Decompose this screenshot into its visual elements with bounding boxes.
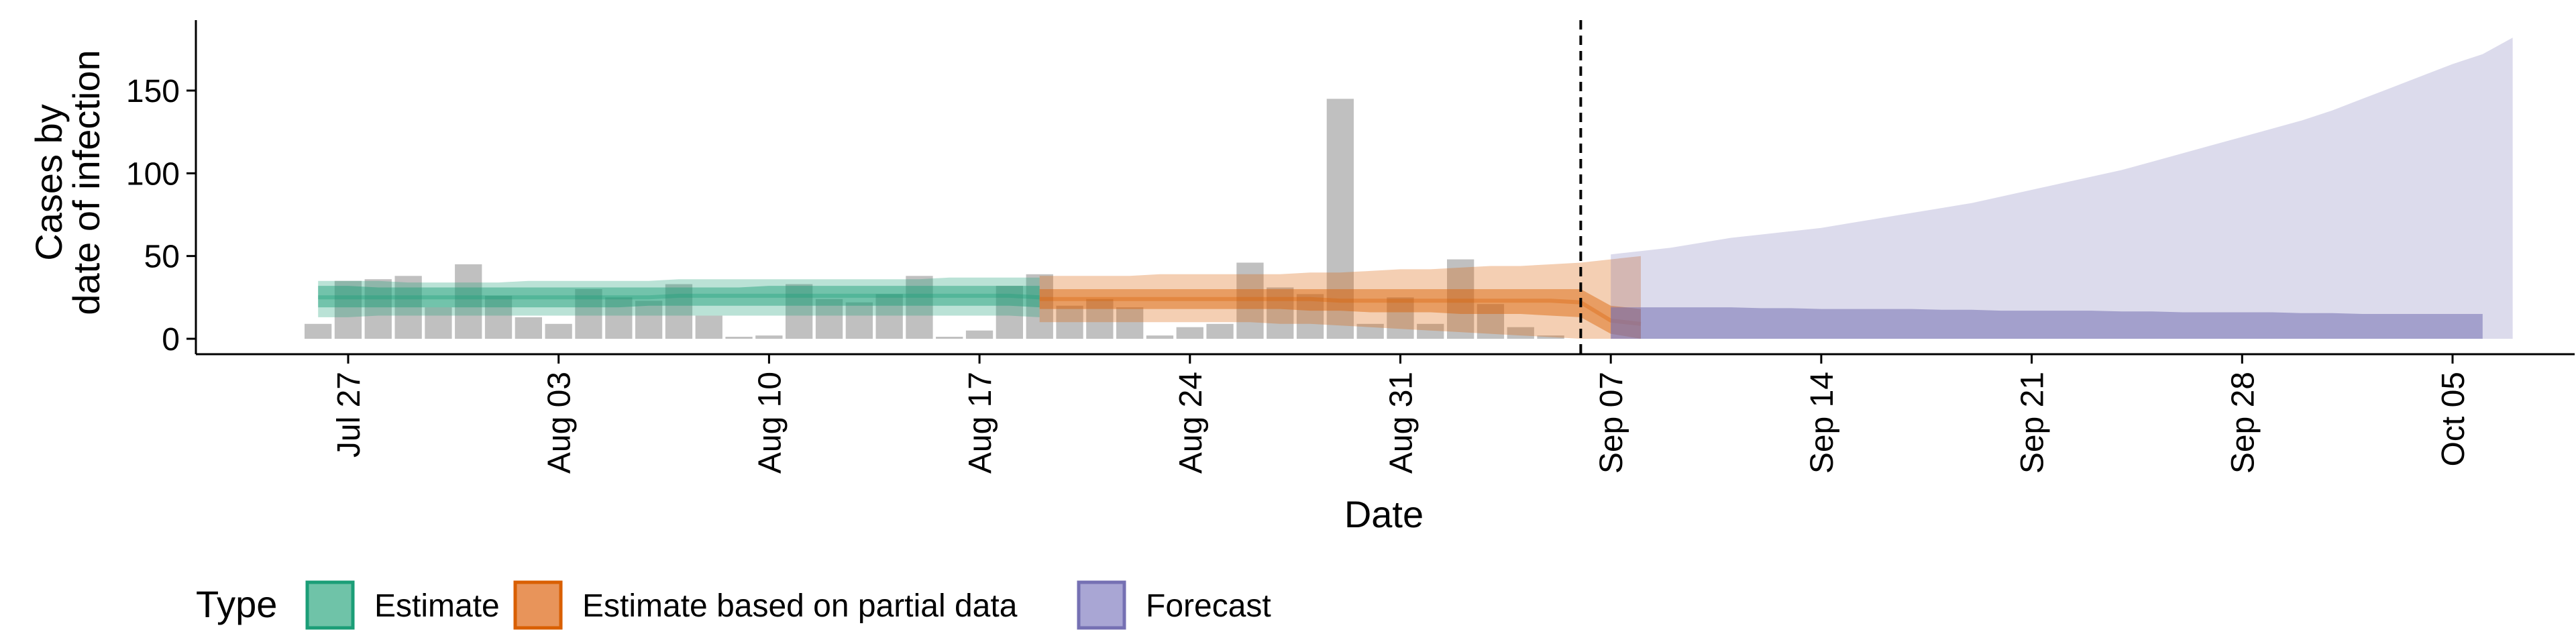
x-tick-label: Aug 10 (752, 372, 788, 474)
legend-label: Estimate based on partial data (582, 588, 1018, 624)
bar-observed-cases (515, 317, 542, 339)
x-tick-label: Sep 28 (2225, 372, 2261, 474)
legend: Type Estimate Estimate based on partial d… (196, 582, 1271, 628)
bar-observed-cases (1177, 327, 1203, 339)
x-tick-label: Aug 17 (963, 372, 998, 474)
x-tick-label: Sep 21 (2015, 372, 2051, 474)
y-axis-title-line1: Cases by (28, 104, 70, 260)
x-tick-label: Aug 31 (1384, 372, 1419, 474)
bar-observed-cases (1206, 324, 1233, 339)
x-tick-label: Aug 03 (542, 372, 578, 474)
x-tick-label: Sep 07 (1594, 372, 1629, 474)
legend-key-estimate-based-on-partial-data (515, 582, 561, 628)
y-tick-label: 100 (126, 156, 180, 192)
bar-observed-cases (966, 331, 993, 339)
bar-observed-cases (1146, 335, 1173, 339)
x-tick-label: Sep 14 (1805, 372, 1840, 474)
plot-area (305, 20, 2513, 354)
x-tick-label: Jul 27 (331, 372, 367, 458)
bar-observed-cases (725, 337, 752, 339)
legend-label: Estimate (374, 588, 500, 624)
bar-observed-cases (545, 324, 572, 339)
y-tick-label: 0 (162, 322, 180, 358)
band-outer-forecast (1611, 38, 2512, 339)
y-tick-label: 50 (144, 239, 180, 275)
bar-observed-cases (696, 316, 722, 339)
bar-observed-cases (755, 335, 782, 339)
legend-key-estimate (307, 582, 353, 628)
legend-title: Type (196, 583, 277, 625)
legend-key-forecast (1079, 582, 1124, 628)
bar-observed-cases (305, 324, 331, 339)
x-tick-label: Aug 24 (1173, 372, 1209, 474)
bar-observed-cases (936, 337, 963, 339)
x-axis-title: Date (1344, 493, 1424, 535)
legend-label: Forecast (1146, 588, 1271, 624)
x-tick-label: Oct 05 (2436, 372, 2471, 466)
y-tick-label: 150 (126, 74, 180, 109)
y-axis-title-line2: date of infection (65, 50, 107, 315)
median-line-estimate (318, 296, 1040, 297)
